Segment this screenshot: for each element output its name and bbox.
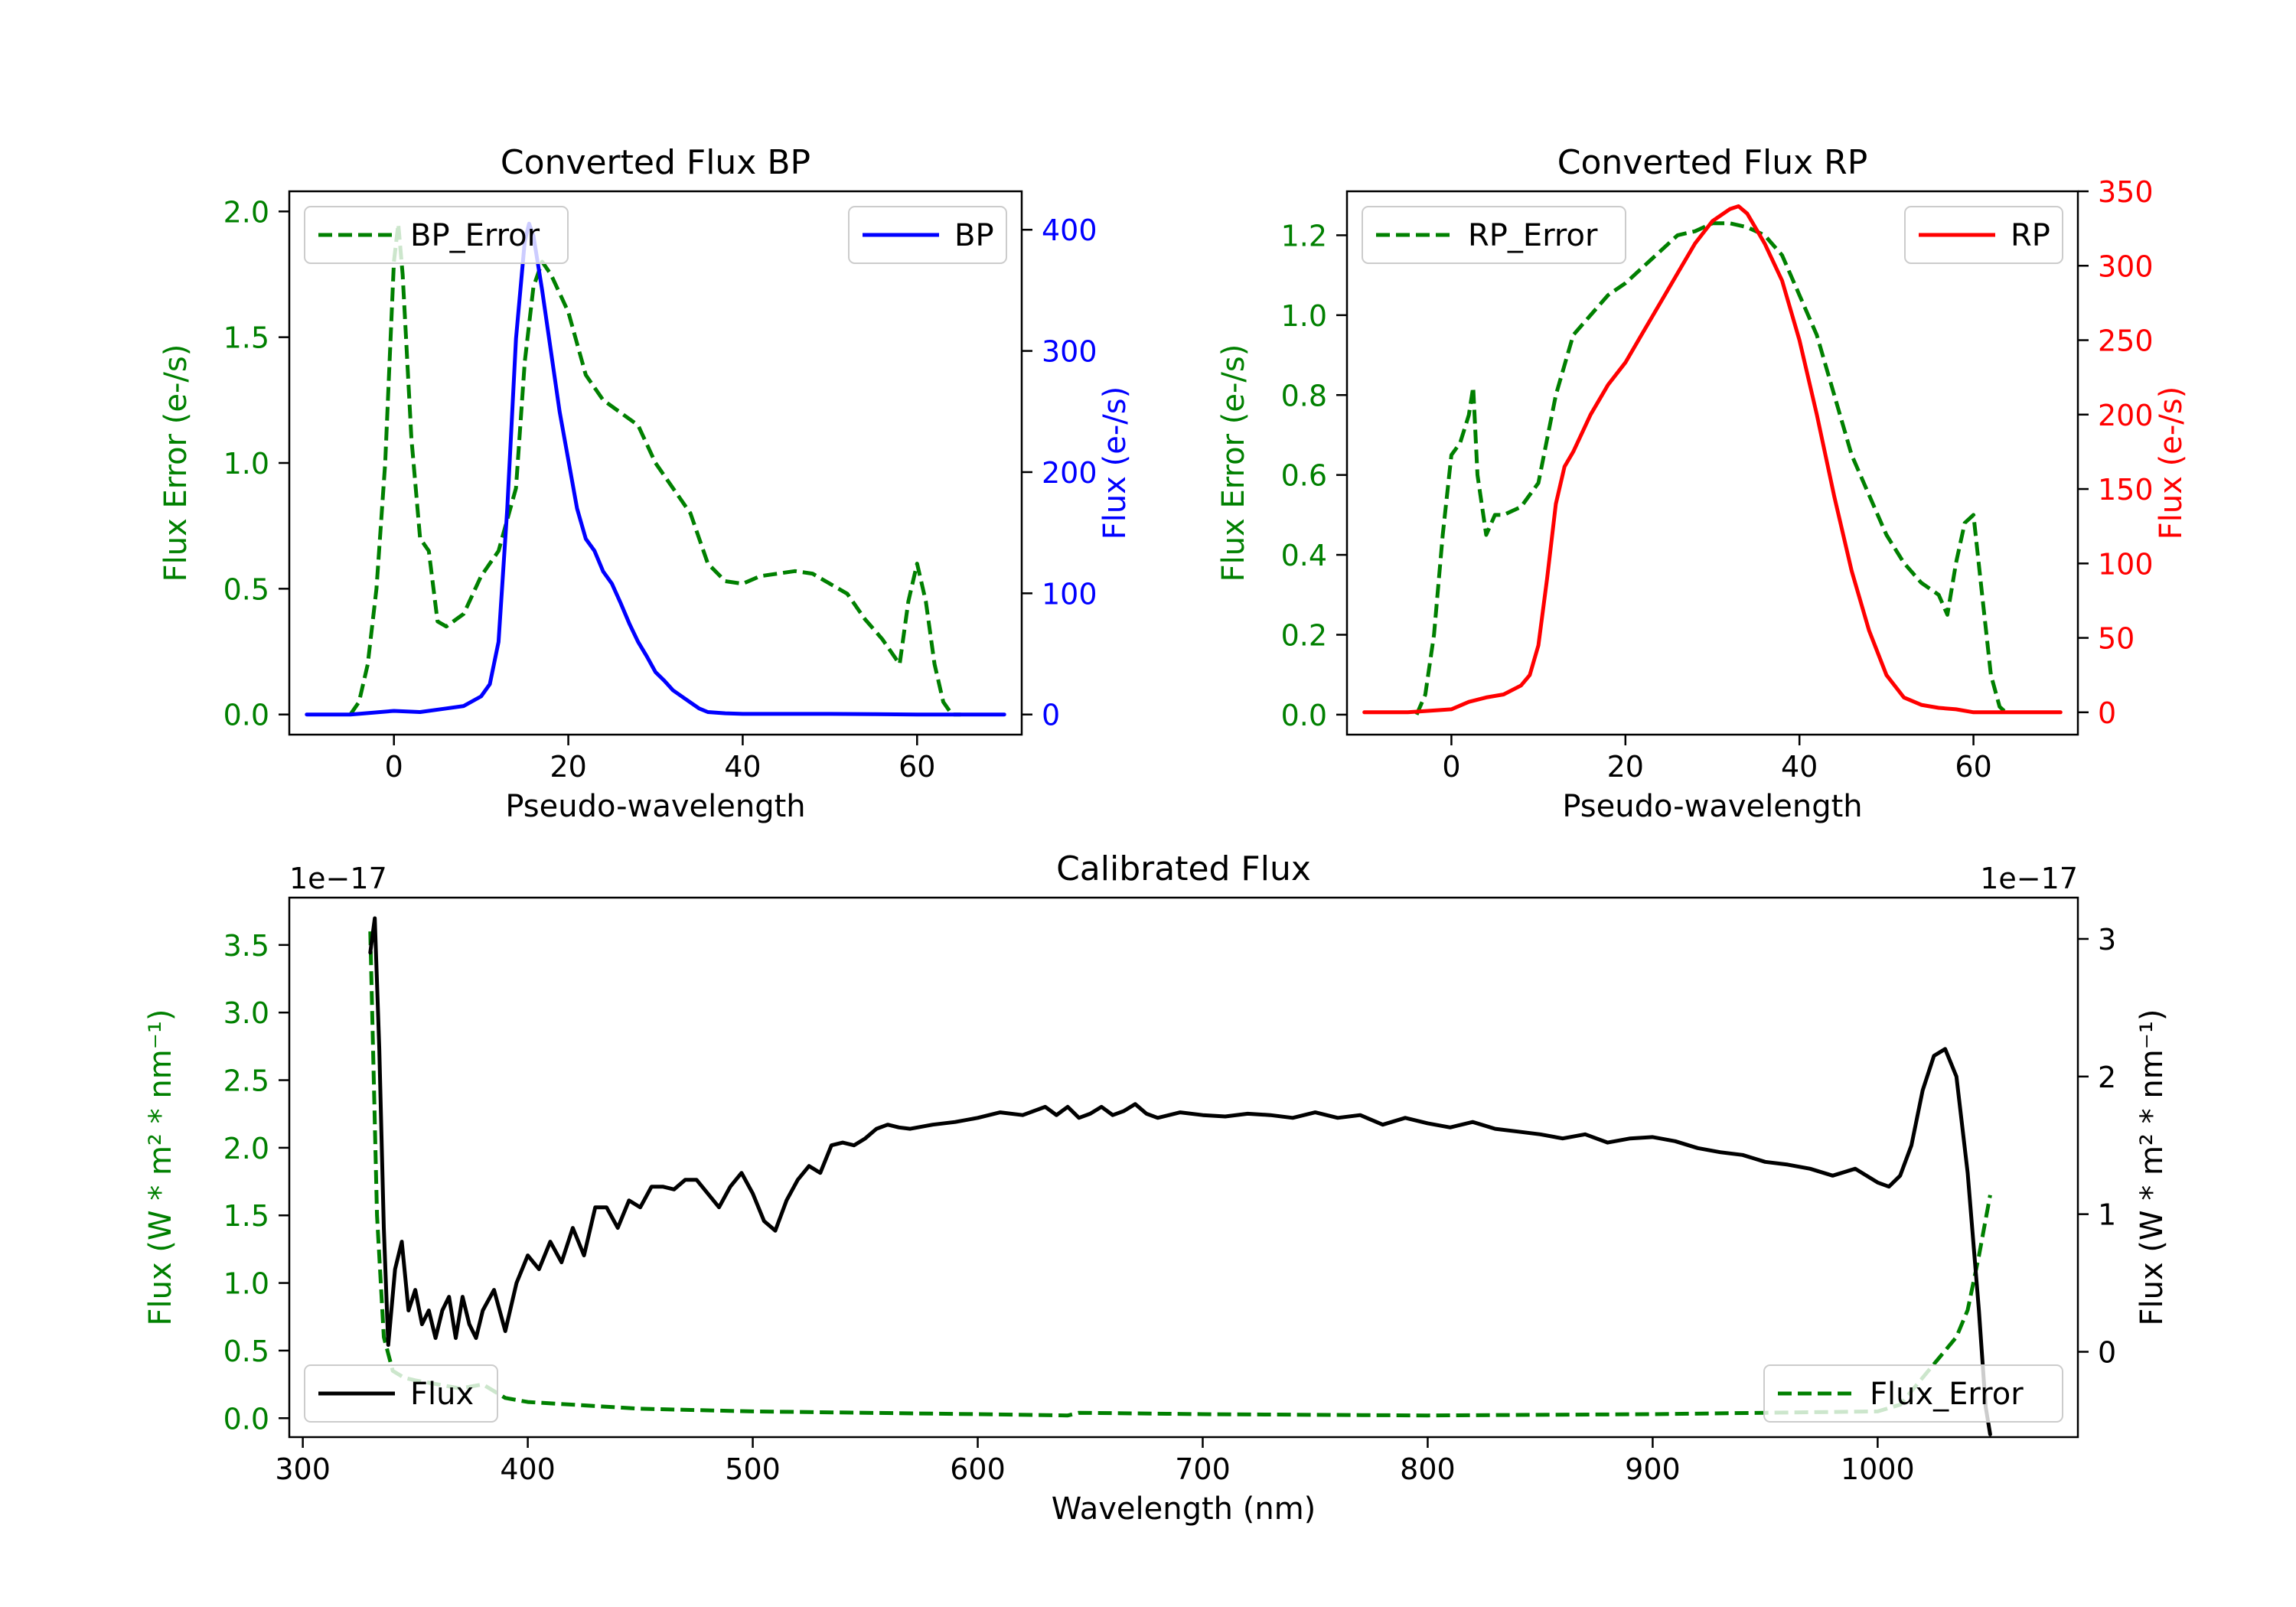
chart-0-y-right-tick-label: 0	[1042, 699, 1060, 732]
chart-0-y-left-tick-label: 1.5	[223, 321, 269, 355]
chart-2-x-tick-label: 500	[725, 1452, 781, 1486]
chart-2-x-tick-label: 900	[1625, 1452, 1681, 1486]
chart-0-y-left-tick-label: 0.5	[223, 572, 269, 606]
chart-1-y-right-tick-label: 250	[2098, 324, 2154, 358]
chart-1-y-right-tick-label: 0	[2098, 696, 2116, 730]
chart-0-series-bp-error	[348, 222, 961, 717]
chart-2-x-tick-label: 800	[1400, 1452, 1456, 1486]
chart-0-y-right-tick-label: 300	[1042, 335, 1097, 369]
chart-0-y-right-tick-label: 200	[1042, 456, 1097, 490]
chart-2-y-right-label: Flux (W * m² * nm⁻¹)	[2135, 1009, 2170, 1326]
chart-0-x-tick-label: 20	[550, 750, 586, 784]
chart-2-y-left-tick-label: 2.5	[223, 1064, 269, 1098]
chart-0-x-tick-label: 0	[385, 750, 403, 784]
chart-2-y-left-tick-label: 0.0	[223, 1402, 269, 1436]
chart-0-y-left-label: Flux Error (e-/s)	[158, 344, 194, 582]
chart-2-y-right-tick-label: 2	[2098, 1061, 2116, 1094]
chart-1-y-right-tick-label: 50	[2098, 622, 2135, 656]
chart-2-y-left-tick-label: 1.5	[223, 1199, 269, 1233]
chart-2-x-tick-label: 600	[950, 1452, 1006, 1486]
chart-1-y-right-tick-label: 350	[2098, 175, 2154, 209]
chart-2-x-tick-label: 300	[275, 1452, 331, 1486]
chart-1-y-left-label: Flux Error (e-/s)	[1216, 344, 1251, 582]
chart-1-y-left-tick-label: 0.6	[1281, 459, 1327, 493]
chart-2-y-left-tick-label: 3.5	[223, 929, 269, 963]
chart-0-x-label: Pseudo-wavelength	[505, 789, 805, 824]
chart-2-legend-right-label: Flux_Error	[1870, 1377, 2024, 1412]
chart-1-series-rp-error	[1414, 221, 2010, 716]
chart-1-y-left-tick-label: 0.0	[1281, 699, 1327, 732]
chart-0-title: Converted Flux BP	[501, 143, 810, 182]
chart-2-legend-left-label: Flux	[410, 1377, 474, 1412]
chart-1-y-left-tick-label: 0.8	[1281, 379, 1327, 412]
chart-0-y-left-tick-label: 2.0	[223, 195, 269, 229]
rp-panel: Converted Flux RP 0 20 40 60 Pseudo-wavelengt…	[1216, 143, 2189, 824]
chart-0-y-left-tick-label: 1.0	[223, 447, 269, 481]
chart-0-legend-left-box	[304, 206, 569, 264]
chart-0-x-tick-label: 60	[899, 750, 935, 784]
chart-1-y-left-tick-label: 1.0	[1281, 299, 1327, 333]
chart-1-y-left-tick-label: 1.2	[1281, 219, 1327, 253]
chart-0-y-left-tick-label: 0.0	[223, 699, 269, 732]
chart-1-y-right-label: Flux (e-/s)	[2154, 386, 2189, 539]
chart-0-y-right-tick-label: 400	[1042, 214, 1097, 247]
chart-2-offset-left: 1e−17	[289, 862, 387, 895]
chart-2-legend-left-box	[304, 1364, 498, 1423]
chart-1-series-rp	[1362, 204, 2063, 715]
chart-2-y-left-tick-label: 0.5	[223, 1335, 269, 1368]
chart-0-x-tick-label: 40	[724, 750, 761, 784]
calibrated-panel: Calibrated Flux 300 400 500 600 700 800 900 1000…	[143, 849, 2170, 1527]
bp-panel: Converted Flux BP 0 20 40 60 Pseudo-wavelengt…	[158, 143, 1133, 824]
chart-1-y-left-tick-label: 0.2	[1281, 618, 1327, 652]
chart-2-legend-right-box	[1763, 1364, 2063, 1423]
chart-2-x-tick-label: 700	[1175, 1452, 1231, 1486]
chart-2-x-tick-label: 1000	[1841, 1452, 1915, 1486]
chart-2-x-label: Wavelength (nm)	[1052, 1491, 1316, 1527]
chart-2-axes-frame	[288, 896, 2079, 1439]
chart-2-x-tick-label: 400	[500, 1452, 556, 1486]
chart-1-y-right-tick-label: 100	[2098, 547, 2154, 581]
chart-1-title: Converted Flux RP	[1557, 143, 1868, 182]
chart-2-series-flux	[368, 916, 1992, 1436]
chart-1-x-tick-label: 20	[1607, 750, 1644, 784]
chart-1-y-right-tick-label: 200	[2098, 399, 2154, 432]
chart-1-axes-frame	[1345, 190, 2079, 736]
chart-2-y-left-tick-label: 1.0	[223, 1267, 269, 1301]
chart-1-y-right-tick-label: 300	[2098, 249, 2154, 283]
chart-1-legend-right-label: RP	[2011, 218, 2050, 253]
chart-0-legend-left-label: BP_Error	[410, 218, 540, 253]
chart-1-y-right-tick-label: 150	[2098, 473, 2154, 507]
chart-2-y-left-tick-label: 3.0	[223, 996, 269, 1030]
chart-0-series-bp	[305, 221, 1006, 717]
chart-1-legend-left-label: RP_Error	[1468, 218, 1598, 253]
chart-1-x-label: Pseudo-wavelength	[1562, 789, 1862, 824]
chart-2-y-left-label: Flux (W * m² * nm⁻¹)	[143, 1009, 178, 1326]
chart-1-x-tick-label: 60	[1955, 750, 1991, 784]
chart-1-y-left-tick-label: 0.4	[1281, 539, 1327, 572]
chart-2-title: Calibrated Flux	[1056, 849, 1311, 888]
chart-0-legend-right-label: BP	[954, 218, 994, 253]
chart-2-y-right-tick-label: 1	[2098, 1198, 2116, 1232]
chart-2-y-left-tick-label: 2.0	[223, 1132, 269, 1165]
chart-0-y-right-label: Flux (e-/s)	[1097, 386, 1133, 539]
chart-2-offset-right: 1e−17	[1980, 862, 2078, 895]
chart-2-y-right-tick-label: 3	[2098, 923, 2116, 957]
chart-0-y-right-tick-label: 100	[1042, 577, 1097, 611]
chart-1-x-tick-label: 40	[1781, 750, 1818, 784]
chart-2-y-right-tick-label: 0	[2098, 1335, 2116, 1369]
chart-1-legend-left-box	[1362, 206, 1626, 264]
chart-1-x-tick-label: 0	[1442, 750, 1460, 784]
